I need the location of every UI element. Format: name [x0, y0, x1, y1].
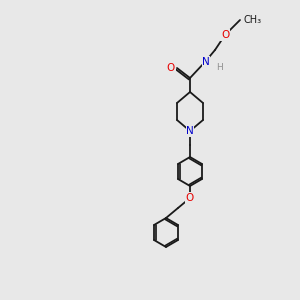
Text: N: N: [202, 57, 210, 67]
Text: H: H: [216, 64, 223, 73]
Text: O: O: [221, 30, 229, 40]
Text: CH₃: CH₃: [243, 15, 261, 25]
Text: O: O: [167, 63, 175, 73]
Text: O: O: [186, 193, 194, 203]
Text: N: N: [186, 126, 194, 136]
